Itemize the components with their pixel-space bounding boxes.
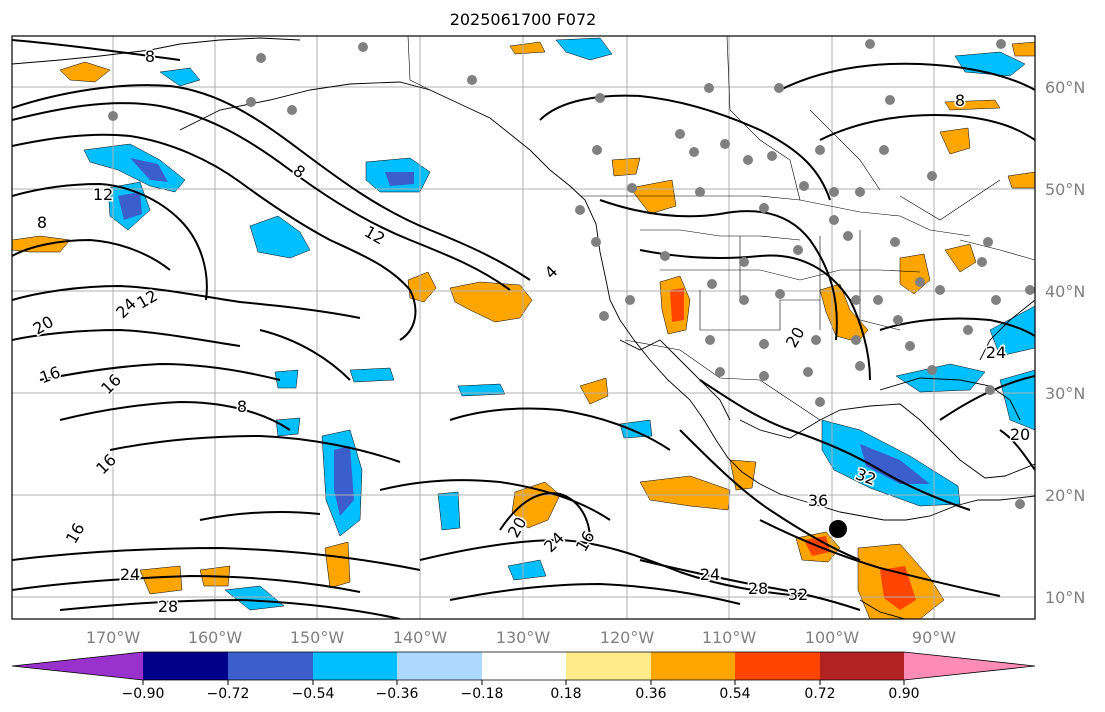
warm-anomaly [1007, 171, 1035, 189]
lat-label: 50°N [1045, 180, 1085, 199]
colorbar-tick-label: 0.18 [550, 686, 581, 702]
contour-label: 24 [700, 565, 720, 584]
contour-label: 28 [158, 597, 178, 616]
colorbar-segment [651, 652, 735, 680]
warm-anomaly [324, 541, 351, 589]
contour-label: 8 [37, 213, 47, 232]
colorbar-segment [143, 652, 228, 680]
cool-anomaly [507, 559, 547, 581]
latitude-axis: 60°N 50°N 40°N 30°N 20°N 10°N [1045, 78, 1085, 607]
map-title: 2025061700 F072 [449, 10, 597, 29]
colorbar-tick-label: −0.54 [292, 686, 335, 702]
cool-anomaly [159, 67, 201, 87]
lat-label: 30°N [1045, 384, 1085, 403]
lon-label: 160°W [188, 628, 243, 647]
colorbar-tick-label: 0.72 [804, 686, 835, 702]
lon-label: 110°W [702, 628, 757, 647]
cool-anomaly [989, 305, 1035, 357]
cool-anomaly [274, 369, 299, 389]
lon-label: 150°W [290, 628, 345, 647]
contour-label: 8 [955, 91, 965, 110]
lon-label: 90°W [912, 628, 956, 647]
cool-anomaly [249, 215, 311, 259]
lon-label: 140°W [393, 628, 448, 647]
cool-anomaly [385, 172, 414, 186]
warm-anomaly [944, 243, 977, 273]
colorbar-ticks [142, 680, 905, 685]
cool-anomaly [334, 446, 354, 516]
cool-anomaly [999, 369, 1035, 431]
contour-label: 28 [748, 579, 768, 598]
warm-anomaly [639, 475, 731, 511]
cool-anomaly [275, 417, 301, 437]
warm-anomaly [729, 459, 757, 491]
storm-center-marker [829, 520, 847, 538]
warm-anomaly [139, 565, 183, 595]
colorbar-tick-label: −0.90 [122, 686, 165, 702]
contour-label: 20 [1010, 425, 1030, 444]
contour-label: 12 [93, 185, 113, 204]
warm-anomaly [880, 566, 916, 610]
warm-anomaly [611, 157, 641, 177]
cool-anomaly [555, 37, 613, 61]
warm-anomaly [939, 127, 971, 155]
lon-label: 120°W [600, 628, 655, 647]
contour-label: 8 [237, 397, 247, 416]
borders [407, 36, 1035, 421]
warm-anomaly [449, 281, 533, 323]
contours [12, 39, 1035, 619]
colorbar: −0.90 −0.72 −0.54 −0.36 −0.18 0.18 0.36 … [11, 651, 1036, 702]
colorbar-tick-label: −0.18 [461, 686, 504, 702]
cool-anomaly [349, 367, 395, 383]
colorbar-segment [566, 652, 651, 680]
contour-label: 24 [986, 343, 1006, 362]
cool-anomaly [437, 491, 461, 531]
colorbar-tick-label: 0.90 [888, 686, 919, 702]
contour-label: 36 [808, 491, 828, 510]
cool-anomaly [130, 158, 168, 182]
colorbar-extend-min [12, 652, 143, 680]
warm-anomaly [407, 271, 437, 303]
longitude-axis: 170°W 160°W 150°W 140°W 130°W 120°W 110°… [86, 628, 956, 647]
colorbar-tick-label: 0.36 [635, 686, 666, 702]
colorbar-tick-label: −0.72 [207, 686, 250, 702]
coastlines [12, 37, 1035, 619]
colorbar-tick-label: 0.54 [719, 686, 750, 702]
lon-label: 100°W [805, 628, 860, 647]
lat-label: 60°N [1045, 78, 1085, 97]
colorbar-segment [313, 652, 397, 680]
lat-label: 10°N [1045, 588, 1085, 607]
warm-anomaly [944, 99, 1001, 111]
warm-anomaly [59, 61, 111, 83]
contour-label: 24 [120, 565, 140, 584]
contour-label: 32 [788, 585, 808, 604]
lon-label: 130°W [496, 628, 551, 647]
cool-anomaly [118, 192, 142, 220]
cool-anomaly [895, 363, 986, 393]
cool-anomaly [619, 419, 653, 439]
warm-anomaly [579, 377, 609, 405]
station-markers [108, 39, 1035, 509]
colorbar-segment [735, 652, 820, 680]
colorbar-segment [482, 652, 566, 680]
lat-label: 20°N [1045, 486, 1085, 505]
warm-anomaly [509, 41, 546, 55]
warm-anomaly [12, 235, 71, 253]
contour-label: 8 [145, 47, 155, 66]
colorbar-tick-label: −0.36 [376, 686, 419, 702]
lat-label: 40°N [1045, 282, 1085, 301]
cool-anomaly [224, 585, 285, 611]
colorbar-segment [228, 652, 313, 680]
warm-anomaly [1011, 41, 1035, 57]
colorbar-segment [820, 652, 904, 680]
map-frame [11, 35, 1036, 620]
colorbar-segment [397, 652, 482, 680]
warm-anomaly [670, 288, 684, 322]
cool-anomaly [860, 444, 930, 484]
colorbar-extend-max [904, 652, 1035, 680]
cool-anomaly [457, 383, 506, 397]
lon-label: 170°W [86, 628, 141, 647]
